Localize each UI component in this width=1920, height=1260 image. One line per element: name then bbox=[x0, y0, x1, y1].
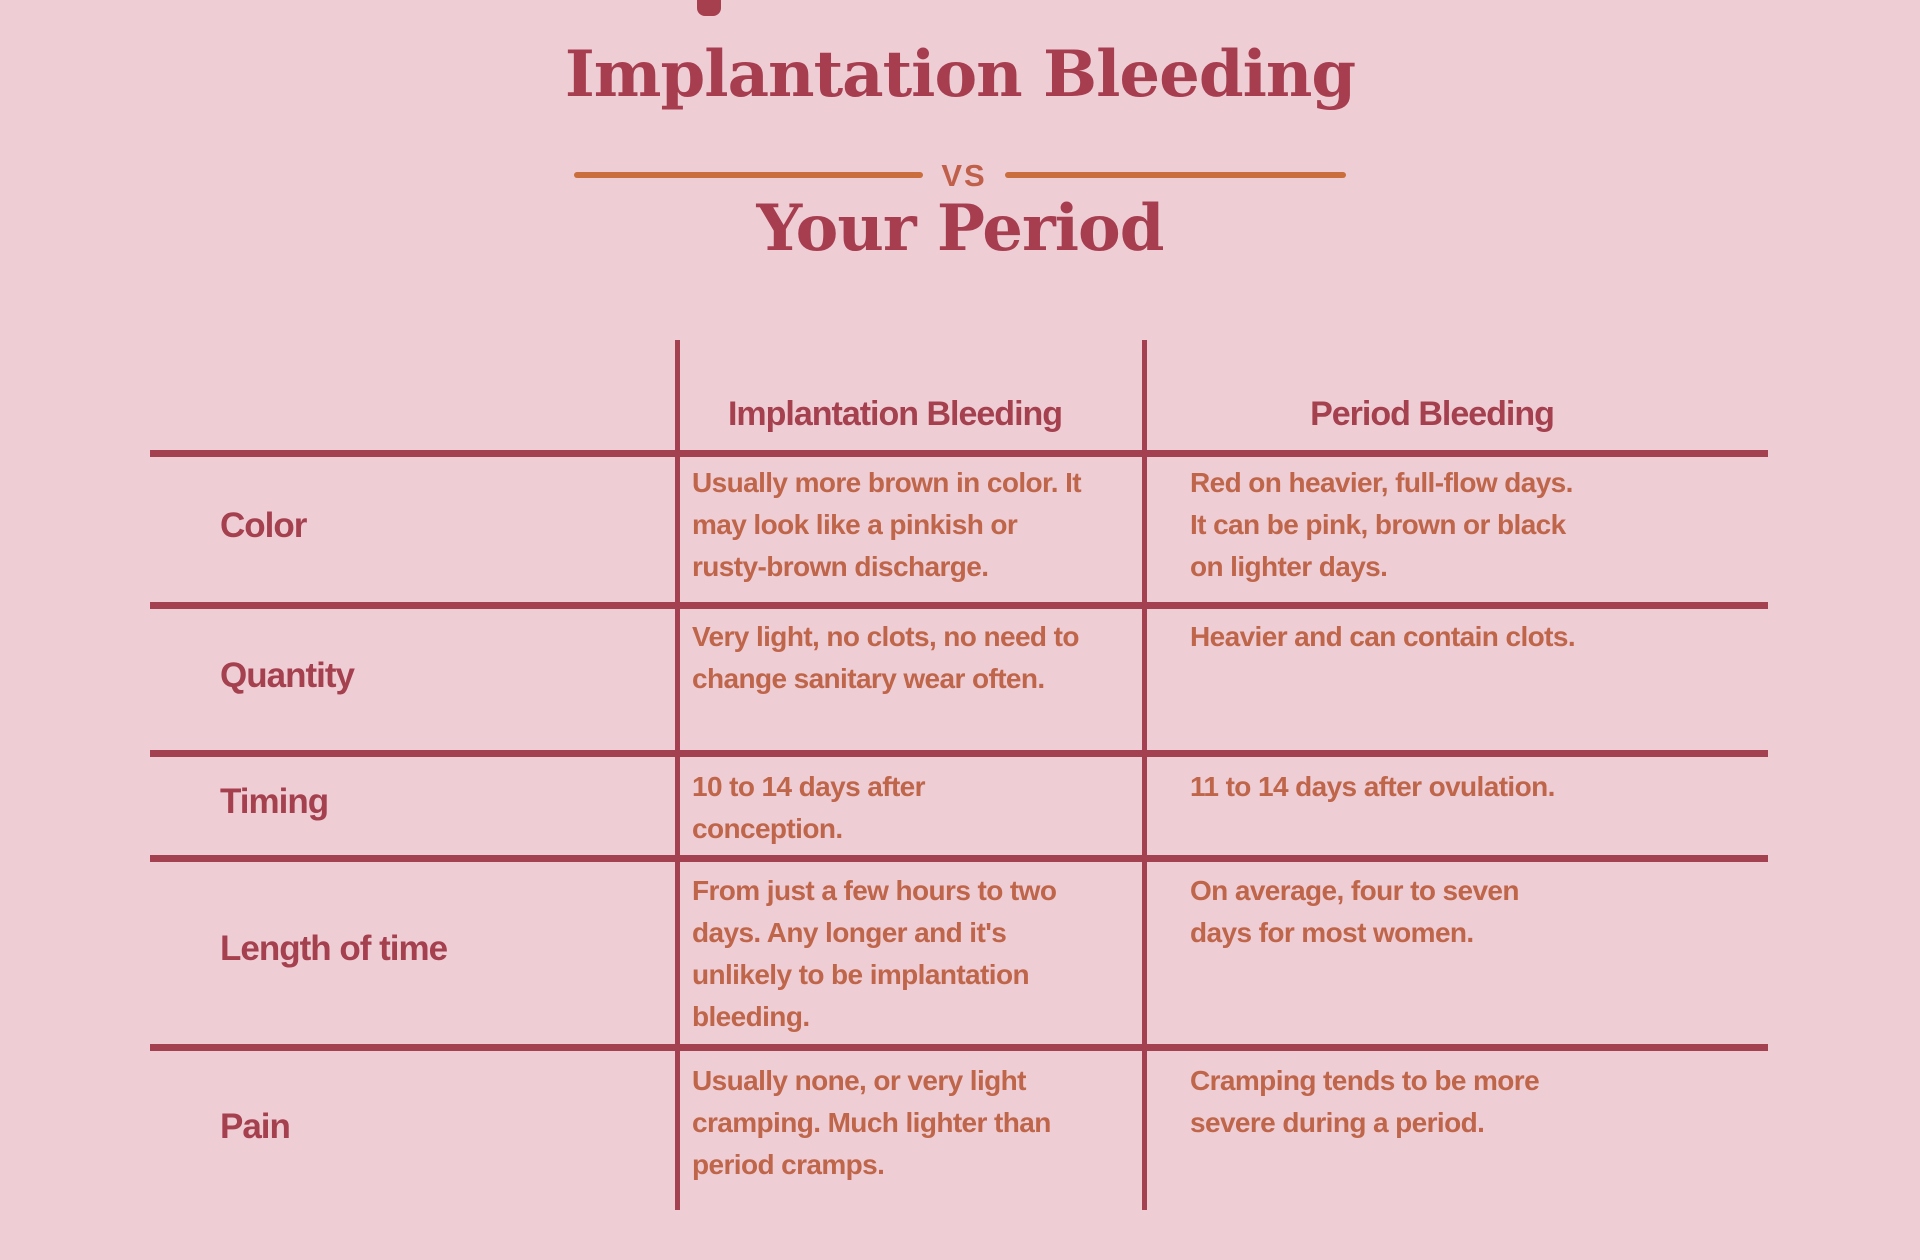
table-horizontal-line-1 bbox=[150, 450, 1768, 457]
row-label-timing: Timing bbox=[220, 782, 329, 821]
table-vertical-line-1 bbox=[675, 340, 680, 1210]
table-horizontal-line-3 bbox=[150, 750, 1768, 757]
cell-color-period: Red on heavier, full-flow days. It can b… bbox=[1190, 467, 1573, 582]
sub-title: Your Period bbox=[756, 191, 1165, 266]
row-label-color: Color bbox=[220, 506, 307, 545]
cell-length-period: On average, four to seven days for most … bbox=[1190, 875, 1519, 948]
row-label-pain: Pain bbox=[220, 1107, 291, 1146]
row-label-length-of-time: Length of time bbox=[220, 929, 448, 968]
vs-divider: VS bbox=[10, 158, 1910, 192]
divider-line-right bbox=[1004, 172, 1346, 178]
cell-pain-period: Cramping tends to be more severe during … bbox=[1190, 1065, 1540, 1138]
column-header-period: Period Bleeding bbox=[1310, 395, 1555, 433]
cell-pain-implantation: Usually none, or very light cramping. Mu… bbox=[692, 1065, 1051, 1180]
cell-timing-period: 11 to 14 days after ovulation. bbox=[1190, 771, 1555, 802]
cell-length-implantation: From just a few hours to two days. Any l… bbox=[692, 875, 1057, 1032]
table-vertical-line-2 bbox=[1142, 340, 1147, 1210]
comparison-table: Implantation Bleeding Period Bleeding Co… bbox=[150, 340, 1768, 1210]
row-label-quantity: Quantity bbox=[220, 656, 355, 695]
cell-color-implantation: Usually more brown in color. It may look… bbox=[692, 467, 1082, 582]
table-horizontal-line-4 bbox=[150, 855, 1768, 862]
column-header-implantation: Implantation Bleeding bbox=[727, 395, 1063, 433]
cell-quantity-period: Heavier and can contain clots. bbox=[1190, 621, 1576, 652]
main-title: Implantation Bleeding bbox=[564, 37, 1356, 112]
top-crop-mark bbox=[697, 0, 721, 16]
cell-quantity-implantation: Very light, no clots, no need to change … bbox=[692, 621, 1079, 694]
vs-label: VS bbox=[941, 157, 987, 193]
divider-line-left bbox=[574, 172, 924, 178]
cell-timing-implantation: 10 to 14 days after conception. bbox=[692, 771, 926, 844]
table-horizontal-line-2 bbox=[150, 602, 1768, 609]
table-horizontal-line-5 bbox=[150, 1044, 1768, 1051]
